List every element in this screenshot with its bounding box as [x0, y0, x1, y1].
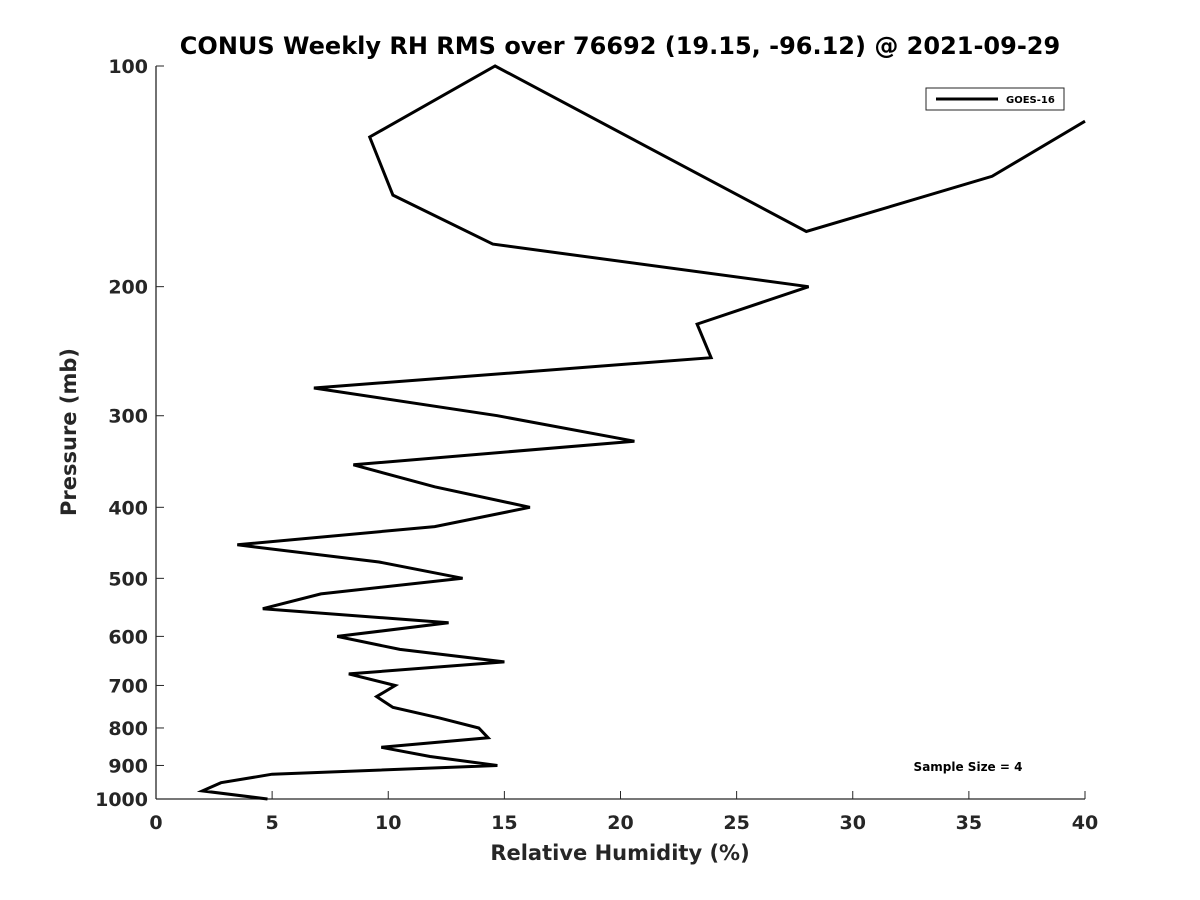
y-tick-label: 400	[108, 497, 148, 519]
x-tick-label: 15	[491, 812, 517, 834]
sample-size-annotation: Sample Size = 4	[914, 760, 1023, 774]
x-tick-label: 5	[266, 812, 279, 834]
chart-title: CONUS Weekly RH RMS over 76692 (19.15, -…	[180, 32, 1060, 60]
y-tick-label: 200	[108, 277, 148, 299]
axes	[155, 66, 1085, 800]
y-tick-label: 300	[108, 406, 148, 428]
x-tick-label: 0	[149, 812, 162, 834]
y-tick-label: 600	[108, 626, 148, 648]
x-tick-label: 30	[840, 812, 866, 834]
x-tick-label: 10	[375, 812, 401, 834]
x-axis-label: Relative Humidity (%)	[490, 841, 749, 865]
y-tick-label: 900	[108, 755, 148, 777]
y-tick-label: 1000	[95, 789, 148, 811]
legend: GOES-16	[925, 87, 1065, 111]
x-tick-label: 20	[607, 812, 633, 834]
y-tick-label: 700	[108, 675, 148, 697]
x-tick-label: 35	[956, 812, 982, 834]
x-tick-label: 25	[723, 812, 749, 834]
legend-entry-goes-16: GOES-16	[1006, 95, 1055, 106]
y-ticks: 100 200 300 400 500 600 700 800 900 1000	[95, 56, 164, 811]
series-line-goes-16	[196, 64, 1086, 801]
x-ticks: 0 5 10 15 20 25 30 35 40	[149, 791, 1098, 834]
y-tick-label: 800	[108, 718, 148, 740]
y-axis-label: Pressure (mb)	[57, 348, 81, 516]
series-layer	[196, 64, 1086, 801]
y-tick-label: 100	[108, 56, 148, 78]
x-tick-label: 40	[1072, 812, 1098, 834]
y-tick-label: 500	[108, 568, 148, 590]
